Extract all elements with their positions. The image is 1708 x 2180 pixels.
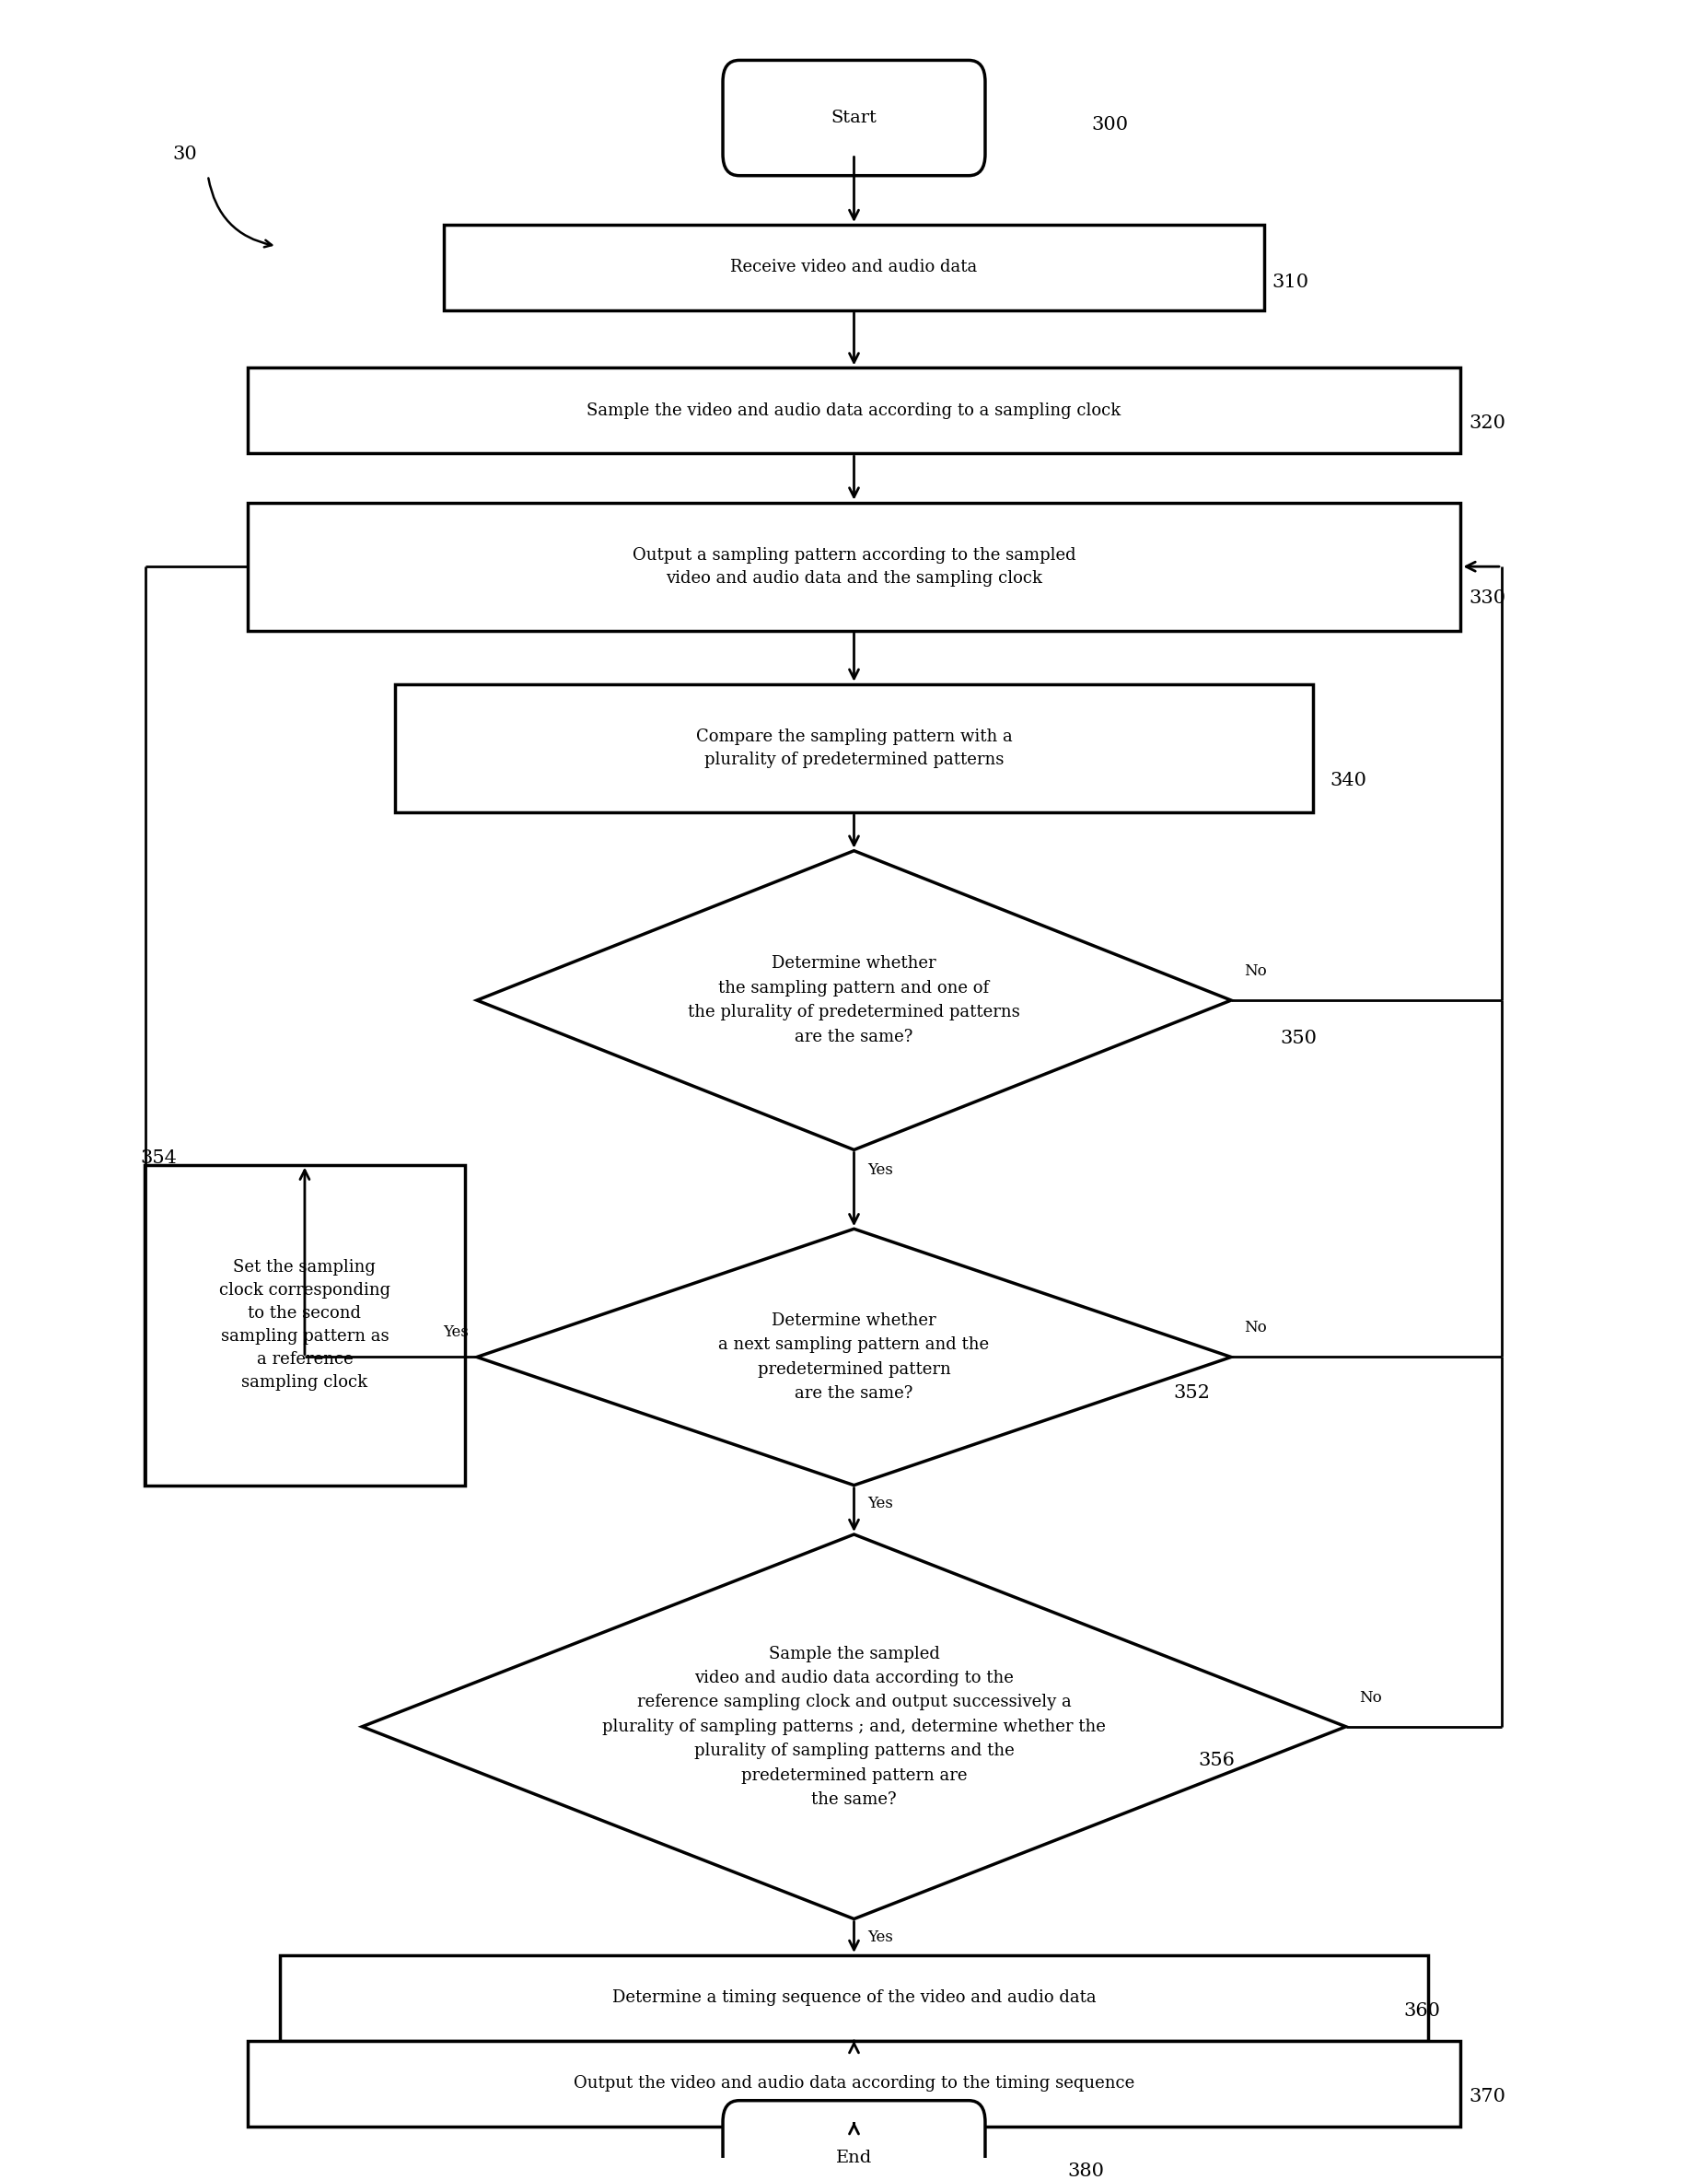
Bar: [248, 504, 1460, 630]
Text: No: No: [1360, 1690, 1382, 1705]
Text: No: No: [1243, 964, 1267, 979]
Text: 352: 352: [1173, 1384, 1211, 1402]
Text: Set the sampling
clock corresponding
to the second
sampling pattern as
a referen: Set the sampling clock corresponding to …: [219, 1260, 391, 1391]
Text: 340: 340: [1329, 772, 1366, 789]
FancyBboxPatch shape: [722, 2102, 986, 2180]
Bar: [395, 685, 1313, 813]
Text: 354: 354: [140, 1149, 178, 1166]
Text: Yes: Yes: [442, 1323, 468, 1341]
Text: Yes: Yes: [868, 1495, 893, 1511]
Text: 310: 310: [1272, 275, 1308, 292]
Bar: [145, 1164, 465, 1485]
Text: Determine whether
a next sampling pattern and the
predetermined pattern
are the : Determine whether a next sampling patter…: [719, 1312, 989, 1402]
Text: Determine whether
the sampling pattern and one of
the plurality of predetermined: Determine whether the sampling pattern a…: [688, 955, 1020, 1044]
Text: 370: 370: [1469, 2088, 1506, 2106]
Text: 320: 320: [1469, 414, 1506, 432]
Text: 330: 330: [1469, 591, 1506, 608]
FancyBboxPatch shape: [722, 61, 986, 177]
Bar: [248, 368, 1460, 453]
Text: 30: 30: [173, 146, 198, 163]
Text: 380: 380: [1068, 2163, 1103, 2180]
Text: Sample the sampled
video and audio data according to the
reference sampling cloc: Sample the sampled video and audio data …: [603, 1646, 1105, 1807]
Text: 356: 356: [1199, 1753, 1235, 1770]
Text: Determine a timing sequence of the video and audio data: Determine a timing sequence of the video…: [611, 1990, 1097, 2006]
Text: 360: 360: [1404, 2001, 1440, 2019]
Text: Output the video and audio data according to the timing sequence: Output the video and audio data accordin…: [574, 2075, 1134, 2093]
Text: 350: 350: [1281, 1029, 1317, 1046]
Text: End: End: [835, 2149, 873, 2167]
Text: Yes: Yes: [868, 1929, 893, 1945]
Text: 300: 300: [1091, 116, 1129, 133]
Bar: [248, 2040, 1460, 2126]
Bar: [280, 1955, 1428, 2040]
Text: Start: Start: [832, 109, 876, 126]
Text: Output a sampling pattern according to the sampled
video and audio data and the : Output a sampling pattern according to t…: [632, 547, 1076, 586]
Text: No: No: [1243, 1321, 1267, 1336]
Text: Receive video and audio data: Receive video and audio data: [731, 259, 977, 277]
Text: Compare the sampling pattern with a
plurality of predetermined patterns: Compare the sampling pattern with a plur…: [695, 728, 1013, 767]
Bar: [444, 225, 1264, 310]
Polygon shape: [477, 850, 1231, 1149]
Text: Sample the video and audio data according to a sampling clock: Sample the video and audio data accordin…: [588, 403, 1120, 419]
Polygon shape: [362, 1535, 1346, 1918]
Polygon shape: [477, 1230, 1231, 1485]
Text: Yes: Yes: [868, 1162, 893, 1179]
